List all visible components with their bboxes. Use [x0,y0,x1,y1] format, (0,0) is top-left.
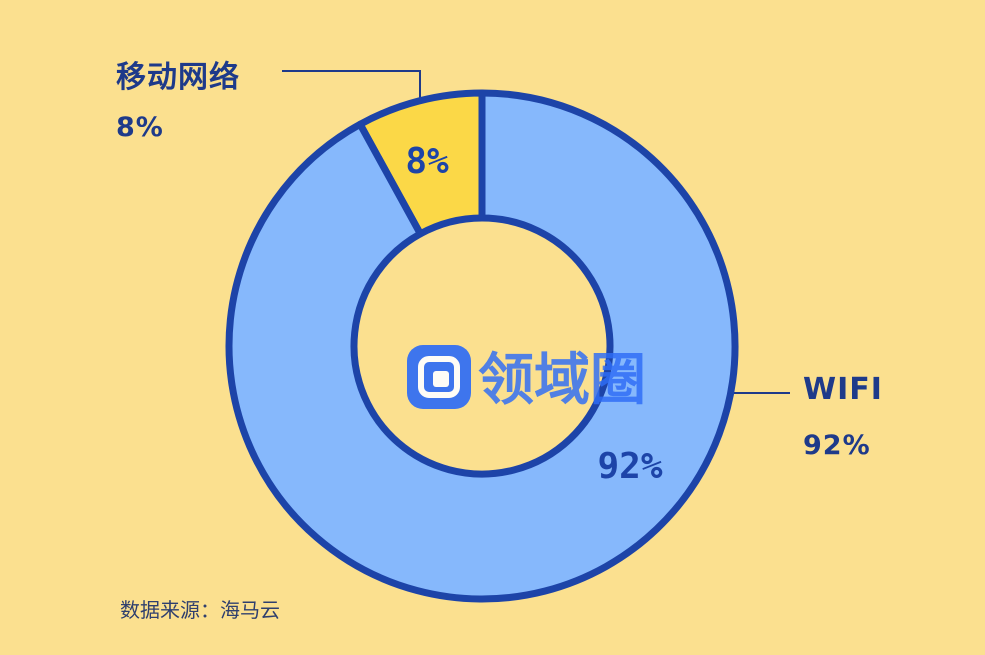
legend-value-wifi: 92% [803,430,871,461]
donut-slice-1 [225,89,739,603]
slice-label-mobile: 8% [405,141,449,182]
legend-name-mobile: 移动网络 [116,60,240,95]
watermark-text: 领域圈 [478,348,646,413]
slice-label-wifi: 92% [597,446,662,487]
source-note: 数据来源：海马云 [120,598,280,622]
watermark: 领域圈 [407,345,646,413]
donut-slices [225,89,739,603]
legend-value-mobile: 8% [116,112,164,143]
legend-name-wifi: WIFI [803,372,883,407]
